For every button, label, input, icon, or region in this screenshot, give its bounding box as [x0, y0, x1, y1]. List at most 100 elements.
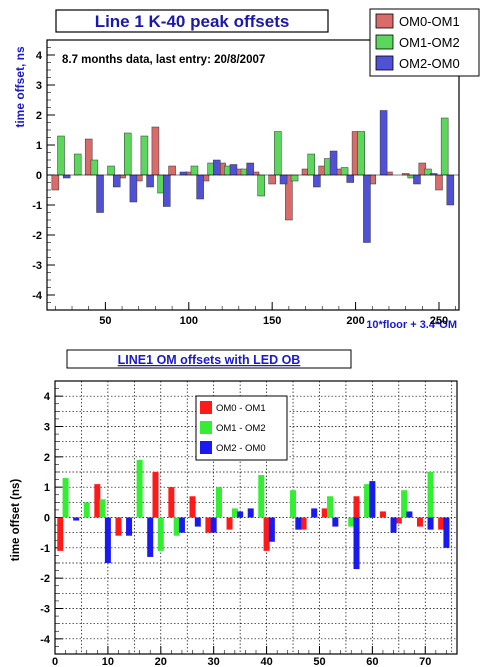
chart1-bar-series2: [62, 174, 71, 179]
chart1-ytick-label: 0: [36, 170, 42, 182]
chart2-bar-series2: [126, 517, 133, 536]
chart2-xtick-label: 70: [419, 656, 431, 667]
chart2-bar-series0: [57, 517, 64, 551]
chart2-bar-series0: [353, 496, 360, 518]
chart2-bar-series0: [300, 517, 307, 530]
chart2-legend-label-0: OM0 - OM1: [216, 403, 266, 414]
chart2-legend: OM0 - OM1 OM1 - OM2 OM2 - OM0: [195, 395, 288, 461]
chart1-legend-label-1: OM1-OM2: [399, 35, 460, 50]
chart1-xtick-label: 100: [180, 315, 198, 327]
chart1-bar-series1: [123, 132, 132, 176]
chart1-bar-series2: [96, 174, 104, 213]
chart2-bar-series0: [94, 484, 101, 518]
chart2-bar-series0: [226, 517, 233, 530]
chart2-bar-series0: [168, 487, 175, 518]
chart2-bar-series0: [438, 517, 445, 530]
chart2-title: LINE1 OM offsets with LED OB: [118, 353, 301, 367]
chart1-bar-series2: [229, 164, 238, 176]
chart2-bar-series2: [443, 517, 450, 548]
chart1-annotation: 8.7 months data, last entry: 20/8/2007: [62, 54, 265, 66]
chart1-bar-series1: [90, 159, 99, 176]
chart1-bar-series2: [129, 174, 138, 203]
chart2-bar-series2: [147, 517, 154, 557]
chart1-legend-label-2: OM2-OM0: [399, 56, 460, 71]
chart1-bar-series2: [112, 174, 121, 188]
chart1-bar-series0: [168, 165, 176, 176]
chart2-bar-series0: [205, 517, 212, 533]
chart2-bar-series2: [427, 517, 434, 530]
chart1-legend-label-0: OM0-OM1: [399, 14, 460, 29]
chart1-legend-swatch-2: [375, 55, 394, 71]
chart2-bar-series1: [258, 475, 265, 518]
chart2-xtick-label: 0: [52, 656, 58, 667]
chart2-bar-series1: [401, 490, 408, 518]
chart1-bar-series1: [307, 153, 315, 176]
chart1-bar-series2: [379, 110, 388, 176]
chart1-ytick-label: -2: [32, 230, 42, 242]
chart2-bar-series2: [73, 517, 80, 521]
chart1-xlabel: 10*floor + 3.4*OM: [366, 319, 457, 331]
chart1-bar-series1: [73, 153, 82, 176]
chart1-xtick-label: 200: [346, 315, 364, 327]
chart2-ytick-label: -4: [40, 634, 51, 646]
chart2-legend-swatch-1: [200, 421, 212, 434]
chart2: LINE1 OM offsets with LED OB time offset…: [10, 349, 458, 667]
chart1-ytick-label: 1: [36, 140, 42, 152]
chart1-bar-series2: [179, 171, 188, 176]
chart2-bar-series2: [369, 481, 376, 518]
chart1-bar-series2: [213, 159, 221, 176]
chart2-ytick-label: 2: [44, 452, 50, 464]
chart2-xtick-label: 30: [208, 656, 220, 667]
chart2-bar-series0: [189, 496, 196, 518]
chart1-xtick-label: 250: [430, 315, 448, 327]
chart2-bar-series2: [268, 517, 275, 542]
chart2-bar-series2: [390, 517, 397, 533]
chart1-bar-series0: [51, 174, 60, 191]
chart1-bar-series1: [357, 131, 366, 176]
chart1-bar-series1: [290, 174, 299, 182]
chart1-bar-series1: [340, 167, 349, 176]
chart1-title: Line 1 K-40 peak offsets: [95, 12, 290, 31]
chart1-bar-series2: [163, 174, 171, 207]
chart1-bar-series1: [274, 131, 282, 176]
chart1: Line 1 K-40 peak offsets 8.7 months data…: [13, 8, 480, 331]
chart1-ytick-label: -4: [32, 290, 43, 302]
chart1-legend: OM0-OM1 OM1-OM2 OM2-OM0: [369, 8, 480, 77]
chart2-bar-series1: [136, 459, 143, 518]
chart2-bar-series2: [178, 517, 185, 533]
chart2-xtick-label: 60: [366, 656, 378, 667]
chart2-legend-label-1: OM1 - OM2: [216, 423, 266, 434]
chart2-bar-series2: [311, 508, 318, 518]
chart1-bar-series1: [190, 165, 199, 176]
chart2-xtick-label: 10: [102, 656, 114, 667]
chart1-bar-series2: [413, 174, 421, 185]
chart2-ytick-label: 1: [44, 482, 50, 494]
chart1-bar-series0: [268, 174, 276, 185]
chart2-ytick-label: 0: [44, 513, 50, 525]
chart2-bar-series2: [194, 517, 201, 527]
chart1-ytick-label: 2: [36, 110, 42, 122]
chart2-bar-series1: [215, 487, 222, 518]
chart2-bar-series0: [379, 511, 386, 518]
chart2-bar-series1: [364, 484, 371, 518]
chart1-xtick-label: 50: [99, 315, 111, 327]
chart2-ytick-label: 4: [44, 391, 51, 403]
chart1-bar-series2: [346, 174, 354, 183]
chart1-ylabel: time offset, ns: [13, 46, 27, 128]
chart1-bar-series0: [151, 126, 160, 176]
chart1-bar-series2: [363, 174, 371, 243]
chart2-bar-series0: [321, 508, 328, 518]
chart1-bar-series1: [440, 117, 449, 176]
chart1-bar-series1: [140, 135, 149, 176]
chart1-xtick-label: 150: [263, 315, 281, 327]
chart2-bar-series2: [332, 517, 339, 527]
chart2-bar-series2: [353, 517, 360, 570]
chart1-bar-series2: [279, 174, 288, 185]
chart2-bar-series1: [327, 496, 334, 518]
chart2-bar-series1: [99, 499, 106, 518]
chart1-legend-swatch-1: [375, 34, 394, 50]
chart2-ytick-label: 3: [44, 422, 50, 434]
chart1-ytick-label: -3: [32, 260, 42, 272]
chart1-bar-series2: [313, 174, 321, 188]
